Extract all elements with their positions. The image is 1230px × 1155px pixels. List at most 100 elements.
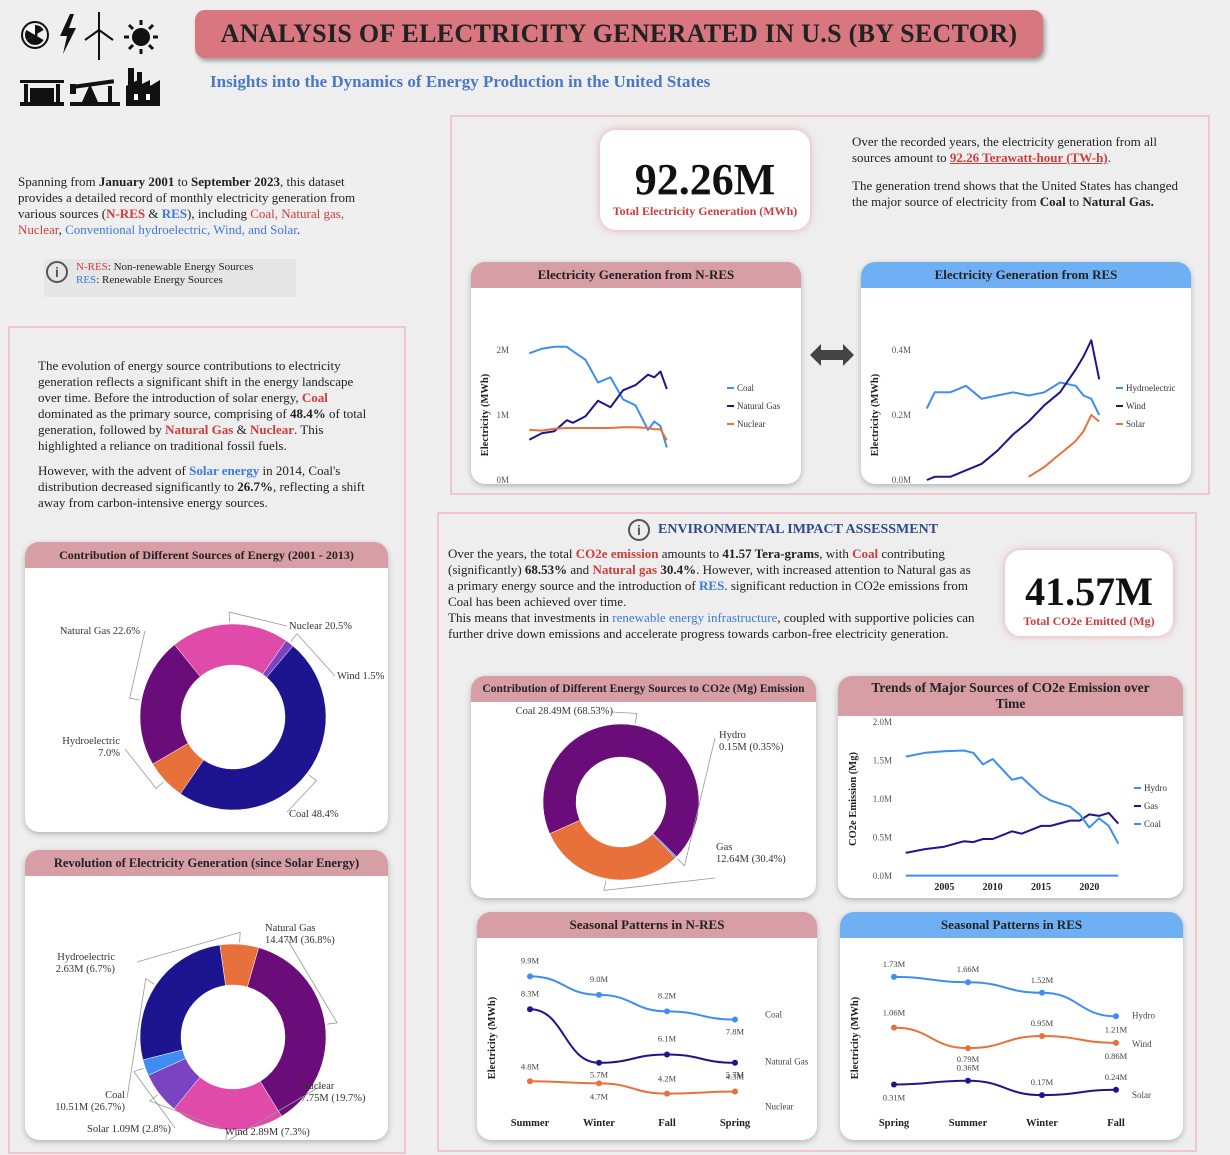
pie2-label-wind: Wind 2.89M (7.3%) [225,1127,310,1138]
sun-icon [124,20,158,59]
season_res-point-hydro [1039,989,1045,996]
pie2-label2-hydroelectric: 2.63M (6.7%) [56,964,116,975]
co2-line-title: Trends of Major Sources of CO2e Emission… [838,676,1183,716]
season_nres-point-coal [664,1008,670,1015]
pie2-label2-coal: 10.51M (26.7%) [55,1102,125,1113]
season_res-point-wind [1039,1033,1045,1039]
season_res-datalabel-wind: 0.95M [1031,1018,1054,1028]
pie1-label-hydroelectric: Hydroelectric [62,736,120,747]
co2_line-ylabel: CO2e Emission (Mg) [848,752,859,846]
res-line-chart: Electricity (MWh)0.0M0.2M0.4M20002010202… [870,339,1175,484]
env-heading-text: ENVIRONMENTAL IMPACT ASSESSMENT [658,522,939,537]
nres-line-title: Electricity Generation from N-RES [471,262,801,288]
season_nres-xtick-winter: Winter [583,1118,615,1129]
co2_pie-leader-coal [610,711,638,724]
co2_pie-label-hydro: Hydro [719,730,746,741]
intro-text: Spanning from January 2001 to September … [18,174,356,237]
abbreviation-note: i N-RES: Non-renewable Energy Sources RE… [44,259,296,297]
co2_line-ytick: 0.0M [873,871,892,881]
season-nres-chart: Electricity (MWh) Summer Winter Fall Spring 9… [487,955,809,1129]
pie2-slice-hydroelectric [219,943,259,988]
season-res-chart: Electricity (MWh) Spring Summer Winter Fall 1… [850,959,1155,1129]
co2_pie-slice-coal [542,723,700,858]
co2_line-series-gas [905,811,1120,854]
nres-line-chart: Electricity (MWh)0M1M2M20002020CoalNatur… [480,345,781,484]
season_nres-legend-natural-gas: Natural Gas [765,1057,809,1067]
season_nres-datalabel-coal: 9.9M [521,955,540,965]
pie1-leader-wind [290,633,336,677]
season_res-series-solar [893,1079,1117,1097]
pie2-leader-wind [148,1094,222,1129]
co2_line-xtick: 2010 [983,882,1003,893]
res_line-ytick: 0.4M [892,345,911,355]
co2_line-xtick: 2020 [1079,882,1099,893]
season_nres-xtick-fall: Fall [658,1118,676,1129]
co2_pie-label-gas: Gas [716,842,732,853]
res_line-series-wind [926,339,1101,481]
pie2-label-natural-gas: Natural Gas [265,923,315,934]
nres-line-card: Electricity Generation from N-RES Electr… [471,262,801,484]
season_res-datalabel-solar: 0.17M [1031,1077,1054,1087]
season_res-xtick-summer: Summer [949,1118,988,1129]
pie1-leader-natural-gas [129,630,146,701]
pie2-leader-solar [133,1067,176,1129]
season_nres-series-natural-gas [529,1008,736,1064]
season_nres-point-natural-gas [596,1059,602,1066]
season_nres-point-natural-gas [664,1051,670,1058]
season_res-datalabel-hydro: 1.21M [1105,1024,1128,1034]
co2_pie-label2-gas: 12.64M (30.4%) [716,854,786,865]
season_nres-point-nuclear [664,1090,670,1097]
pie1-chart: Nuclear 20.5% Wind 1.5% Coal 48.4% Hydroele… [60,611,385,820]
kpi-total-value: 92.26M [634,155,776,204]
season_nres-point-nuclear [527,1078,533,1085]
pie2-title: Revolution of Electricity Generation (si… [25,850,388,876]
season_res-datalabel-hydro: 1.73M [883,959,906,969]
pie1-label-nuclear: Nuclear 20.5% [289,621,352,632]
season_res-datalabel-hydro: 1.52M [1031,975,1054,985]
season_nres-point-nuclear [596,1080,602,1087]
nres_line-series-nuclear [529,426,668,441]
wind-turbine-icon [84,10,114,65]
co2_line-ytick: 1.5M [873,756,892,766]
pie2-label2-nuclear: 7.75M (19.7%) [301,1093,366,1104]
season_res-xtick-fall: Fall [1107,1118,1125,1129]
pie1-label-natural-gas: Natural Gas 22.6% [60,626,140,637]
season-nres-title: Seasonal Patterns in N-RES [477,912,817,938]
season_res-point-solar [1039,1092,1045,1099]
nres_line-ytick: 2M [496,345,509,355]
page-title: ANALYSIS OF ELECTRICITY GENERATED IN U.S… [195,10,1043,58]
kpi-total-generation: 92.26M Total Electricity Generation (MWh… [600,130,810,230]
pie1-card: Contribution of Different Sources of Ene… [25,542,388,832]
pie2-label-coal: Coal [105,1090,125,1101]
season_res-ylabel: Electricity (MWh) [850,996,861,1079]
season_res-legend-solar: Solar [1132,1090,1151,1100]
nres_line-ytick: 1M [496,410,509,420]
nres_line-series-coal [528,345,668,448]
compare-arrow-icon [810,344,854,371]
season_res-point-hydro [965,979,971,986]
season_nres-datalabel-natural-gas: 5.7M [590,1070,609,1080]
season_res-datalabel-wind: 1.06M [883,1008,906,1018]
res_line-series-solar [1028,414,1100,478]
res_line-legend-hydroelectric: Hydroelectric [1126,383,1175,393]
season_res-series-hydro [893,975,1117,1018]
co2_line-ytick: 1.0M [873,794,892,804]
season_res-point-solar [1113,1086,1119,1093]
season_res-point-wind [1113,1039,1119,1046]
season_res-series-wind [893,1026,1117,1050]
co2_line-ytick: 0.5M [873,833,892,843]
season_res-datalabel-solar: 0.31M [883,1093,906,1103]
season_nres-datalabel-coal: 9.0M [590,974,609,984]
season_res-xtick-spring: Spring [879,1118,910,1129]
pie1-slice-coal [180,645,327,811]
res_line-series-hydroelectric [925,381,1101,416]
res_line-ytick: 0.0M [892,475,911,484]
season_res-point-solar [891,1081,897,1088]
pie2-leader-nuclear [225,1085,322,1140]
res-line-card: Electricity Generation from RES Electric… [861,262,1191,484]
page-subtitle: Insights into the Dynamics of Energy Pro… [210,72,711,91]
season_nres-point-nuclear [732,1088,738,1095]
season_res-xtick-winter: Winter [1026,1118,1058,1129]
season_nres-xtick-spring: Spring [720,1118,751,1129]
season_nres-ylabel: Electricity (MWh) [487,996,498,1079]
